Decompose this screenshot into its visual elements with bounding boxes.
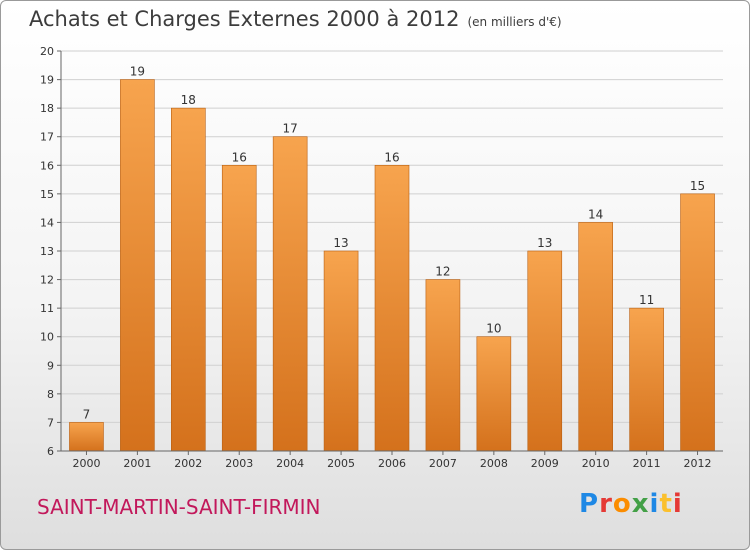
data-label: 16	[232, 150, 247, 164]
bar	[578, 222, 613, 452]
data-label: 17	[283, 122, 298, 136]
x-tick-label: 2008	[480, 457, 508, 470]
bar	[527, 250, 563, 452]
data-label: 15	[690, 179, 705, 193]
logo-letter: x	[631, 489, 650, 519]
x-tick-label: 2012	[684, 457, 712, 470]
y-tick-label: 18	[40, 102, 54, 115]
y-tick-label: 8	[47, 388, 54, 401]
bar	[69, 422, 104, 452]
y-tick-label: 13	[40, 245, 54, 258]
data-label: 7	[83, 407, 91, 421]
bar	[272, 136, 308, 452]
bars: 7 19 18 16 17 13 16 12 10 13 14 11 15	[69, 65, 715, 452]
x-tick-label: 2009	[531, 457, 559, 470]
y-tick-label: 10	[40, 331, 54, 344]
y-tick-label: 15	[40, 188, 54, 201]
data-label: 16	[384, 150, 399, 164]
x-tick-label: 2006	[378, 457, 406, 470]
y-tick-label: 9	[47, 359, 54, 372]
chart-title-row: Achats et Charges Externes 2000 à 2012 (e…	[29, 7, 562, 31]
x-tick-label: 2003	[225, 457, 253, 470]
data-label: 18	[181, 93, 196, 107]
y-tick-label: 11	[40, 302, 54, 315]
logo-letter: o	[612, 489, 632, 519]
bar	[120, 79, 155, 452]
bar	[323, 250, 359, 452]
bar	[629, 307, 664, 452]
x-tick-label: 2002	[174, 457, 202, 470]
x-tick-label: 2001	[123, 457, 151, 470]
data-label: 19	[130, 65, 145, 79]
logo-letter: r	[599, 489, 613, 519]
y-tick-label: 20	[40, 45, 54, 58]
bar	[374, 164, 410, 452]
data-label: 13	[537, 236, 552, 250]
bar	[221, 164, 257, 452]
y-tick-label: 12	[40, 274, 54, 287]
chart-subtitle: (en milliers d'€)	[467, 15, 562, 29]
bar	[476, 336, 512, 452]
data-label: 11	[639, 293, 654, 307]
x-tick-label: 2005	[327, 457, 355, 470]
data-label: 10	[486, 322, 501, 336]
data-label: 14	[588, 207, 603, 221]
proxiti-logo: Proxiti	[579, 489, 683, 519]
data-label: 12	[435, 265, 450, 279]
y-tick-label: 19	[40, 74, 54, 87]
y-tick-label: 14	[40, 216, 54, 229]
y-tick-label: 17	[40, 131, 54, 144]
y-tick-label: 6	[47, 445, 54, 458]
chart-title: Achats et Charges Externes 2000 à 2012	[29, 7, 460, 31]
y-tick-label: 16	[40, 159, 54, 172]
x-tick-label: 2010	[582, 457, 610, 470]
x-tick-label: 2000	[72, 457, 100, 470]
bar	[425, 279, 461, 452]
logo-letter: t	[659, 489, 673, 519]
axes: 6 7 8 9 10 11 12 13 14 15 16 17 18 19 20 2000 2001 2002 20…	[40, 45, 723, 470]
logo-letter: i	[649, 489, 660, 519]
y-tick-label: 7	[47, 416, 54, 429]
x-tick-label: 2004	[276, 457, 304, 470]
bar	[680, 193, 715, 452]
logo-letter: P	[579, 489, 600, 519]
commune-name: SAINT-MARTIN-SAINT-FIRMIN	[37, 495, 321, 519]
x-tick-label: 2007	[429, 457, 457, 470]
logo-letter: i	[672, 489, 683, 519]
bar	[171, 107, 206, 452]
x-tick-label: 2011	[633, 457, 661, 470]
data-label: 13	[333, 236, 348, 250]
